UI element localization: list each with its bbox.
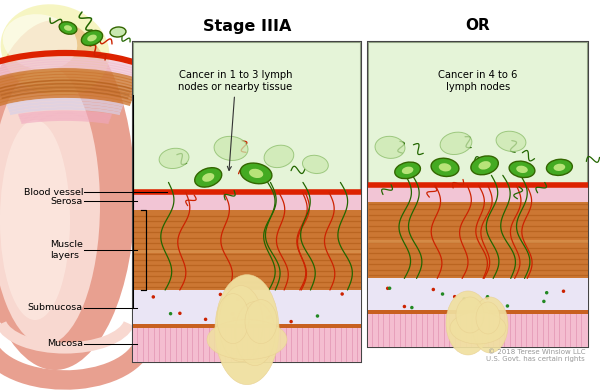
Ellipse shape bbox=[516, 166, 528, 173]
Ellipse shape bbox=[388, 287, 391, 290]
Bar bbox=[368, 278, 588, 312]
Bar bbox=[133, 324, 361, 328]
Ellipse shape bbox=[386, 287, 389, 290]
Ellipse shape bbox=[204, 317, 208, 321]
Ellipse shape bbox=[218, 292, 222, 296]
Ellipse shape bbox=[217, 294, 249, 344]
Bar bbox=[133, 42, 361, 192]
Text: Muscle
layers: Muscle layers bbox=[50, 240, 83, 260]
Text: Submucosa: Submucosa bbox=[28, 303, 83, 312]
Text: Blood vessel: Blood vessel bbox=[23, 188, 83, 197]
Ellipse shape bbox=[266, 316, 269, 319]
Ellipse shape bbox=[562, 289, 565, 293]
Ellipse shape bbox=[1, 4, 109, 96]
Ellipse shape bbox=[446, 291, 490, 355]
Ellipse shape bbox=[471, 156, 499, 175]
Bar bbox=[368, 185, 588, 202]
Ellipse shape bbox=[375, 136, 405, 158]
Ellipse shape bbox=[506, 304, 509, 308]
Ellipse shape bbox=[431, 288, 435, 291]
Ellipse shape bbox=[64, 25, 72, 31]
Bar bbox=[133, 290, 361, 325]
Ellipse shape bbox=[486, 295, 489, 298]
Ellipse shape bbox=[431, 158, 459, 176]
Ellipse shape bbox=[395, 162, 421, 179]
Ellipse shape bbox=[236, 298, 239, 301]
Ellipse shape bbox=[0, 65, 100, 345]
Text: © 2018 Terese Winslow LLC
U.S. Govt. has certain rights: © 2018 Terese Winslow LLC U.S. Govt. has… bbox=[486, 349, 585, 362]
Bar bbox=[133, 42, 361, 362]
Ellipse shape bbox=[207, 319, 287, 360]
Ellipse shape bbox=[450, 312, 506, 344]
Bar bbox=[133, 325, 361, 362]
Ellipse shape bbox=[245, 300, 277, 344]
Ellipse shape bbox=[264, 145, 294, 168]
Bar bbox=[368, 312, 588, 347]
Text: Cancer in 1 to 3 lymph
nodes or nearby tissue: Cancer in 1 to 3 lymph nodes or nearby t… bbox=[178, 70, 293, 170]
Ellipse shape bbox=[542, 300, 545, 303]
Ellipse shape bbox=[439, 163, 451, 172]
Text: Stage IIIA: Stage IIIA bbox=[203, 18, 291, 34]
Ellipse shape bbox=[485, 296, 489, 300]
Ellipse shape bbox=[241, 163, 272, 184]
Ellipse shape bbox=[0, 120, 70, 320]
Ellipse shape bbox=[152, 295, 155, 299]
Ellipse shape bbox=[456, 297, 484, 333]
Ellipse shape bbox=[268, 316, 272, 319]
Ellipse shape bbox=[478, 161, 491, 170]
Ellipse shape bbox=[202, 173, 214, 182]
Ellipse shape bbox=[87, 35, 97, 41]
Ellipse shape bbox=[110, 27, 126, 37]
Bar bbox=[368, 240, 588, 243]
Ellipse shape bbox=[316, 314, 319, 318]
Ellipse shape bbox=[441, 292, 444, 296]
Ellipse shape bbox=[59, 22, 77, 34]
Ellipse shape bbox=[82, 30, 103, 46]
Bar bbox=[133, 250, 361, 253]
Ellipse shape bbox=[340, 292, 344, 296]
Ellipse shape bbox=[219, 285, 263, 362]
Ellipse shape bbox=[195, 168, 222, 187]
Text: Serosa: Serosa bbox=[51, 197, 83, 206]
Ellipse shape bbox=[496, 131, 526, 151]
Ellipse shape bbox=[440, 132, 472, 154]
Ellipse shape bbox=[476, 302, 500, 334]
Ellipse shape bbox=[248, 303, 252, 307]
Ellipse shape bbox=[3, 14, 77, 70]
Ellipse shape bbox=[402, 167, 413, 174]
Ellipse shape bbox=[453, 295, 457, 298]
Ellipse shape bbox=[231, 312, 235, 316]
Bar bbox=[133, 192, 361, 210]
Ellipse shape bbox=[410, 306, 413, 309]
Text: Mucosa: Mucosa bbox=[47, 339, 83, 348]
Ellipse shape bbox=[472, 297, 508, 353]
Ellipse shape bbox=[302, 155, 328, 174]
Bar bbox=[368, 202, 588, 278]
Ellipse shape bbox=[463, 297, 466, 301]
Ellipse shape bbox=[178, 312, 182, 315]
Ellipse shape bbox=[249, 169, 263, 178]
Ellipse shape bbox=[235, 301, 275, 365]
Text: OR: OR bbox=[466, 18, 490, 34]
Bar bbox=[368, 310, 588, 314]
Bar bbox=[368, 42, 588, 347]
Ellipse shape bbox=[233, 317, 236, 321]
Ellipse shape bbox=[554, 164, 565, 171]
Ellipse shape bbox=[214, 136, 248, 160]
Ellipse shape bbox=[545, 291, 548, 294]
Text: Cancer in 4 to 6
lymph nodes: Cancer in 4 to 6 lymph nodes bbox=[439, 70, 518, 92]
Ellipse shape bbox=[215, 275, 279, 385]
Bar bbox=[133, 210, 361, 290]
Bar bbox=[368, 42, 588, 185]
Ellipse shape bbox=[403, 305, 406, 308]
Ellipse shape bbox=[169, 312, 172, 316]
Ellipse shape bbox=[509, 161, 535, 177]
Ellipse shape bbox=[0, 20, 135, 370]
Ellipse shape bbox=[159, 148, 189, 168]
Ellipse shape bbox=[547, 159, 572, 176]
Ellipse shape bbox=[289, 320, 293, 323]
